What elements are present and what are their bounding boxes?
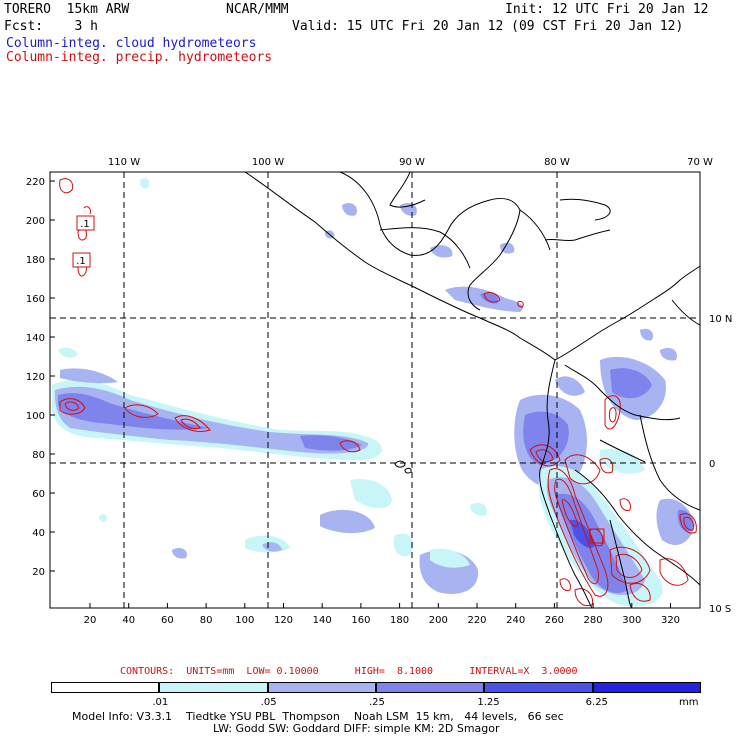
valid-time: Valid: 15 UTC Fri 20 Jan 12 (09 CST Fri … xyxy=(292,19,684,34)
colorbar-segment xyxy=(159,682,268,693)
bottom-tick-label: 40 xyxy=(122,615,135,626)
cloud-field xyxy=(52,178,695,607)
left-tick-label: 140 xyxy=(26,333,45,344)
init-time: Init: 12 UTC Fri 20 Jan 12 xyxy=(505,2,709,17)
left-tick-label: 120 xyxy=(26,372,45,383)
org-label: NCAR/MMM xyxy=(226,2,289,17)
left-tick-label: 80 xyxy=(32,450,45,461)
lat-lon-grid xyxy=(50,172,700,608)
right-lat-label: 10 S xyxy=(709,604,731,615)
bottom-tick-label: 100 xyxy=(235,615,254,626)
left-tick-label: 220 xyxy=(26,177,45,188)
colorbar-segment xyxy=(267,682,376,693)
bottom-tick-label: 80 xyxy=(200,615,213,626)
colorbar-label: .05 xyxy=(260,697,277,708)
colorbar-segment xyxy=(51,682,160,693)
left-tick-label: 160 xyxy=(26,294,45,305)
bottom-tick-label: 240 xyxy=(506,615,525,626)
bottom-tick-label: 320 xyxy=(661,615,680,626)
bottom-tick-label: 160 xyxy=(351,615,370,626)
right-lat-label: 0 xyxy=(709,459,715,470)
left-tick-label: 180 xyxy=(26,255,45,266)
bottom-tick-label: 140 xyxy=(313,615,332,626)
bottom-tick-label: 260 xyxy=(545,615,564,626)
precip-label-box-2: .1 xyxy=(72,252,91,268)
precip-marker-box xyxy=(589,528,605,544)
top-lon-label: 100 W xyxy=(252,157,284,168)
contours-info: CONTOURS: UNITS=mm LOW= 0.10000 HIGH= 8.… xyxy=(120,666,578,677)
top-lon-label: 110 W xyxy=(108,157,140,168)
precip-legend-line: Column-integ. precip. hydrometeors xyxy=(6,50,273,65)
left-tick-label: 100 xyxy=(26,411,45,422)
bottom-tick-label: 220 xyxy=(467,615,486,626)
svg-text:.1: .1 xyxy=(80,219,90,230)
top-lon-label: 90 W xyxy=(399,157,425,168)
model-title: TORERO 15km ARW xyxy=(4,2,130,17)
forecast-hour: Fcst: 3 h xyxy=(4,19,98,34)
colorbar-segment xyxy=(592,682,701,693)
bottom-tick-label: 20 xyxy=(84,615,97,626)
svg-text:.1: .1 xyxy=(76,256,86,267)
map-frame xyxy=(49,171,701,609)
model-info-line2: LW: Godd SW: Goddard DIFF: simple KM: 2D… xyxy=(213,722,500,735)
right-lat-label: 10 N xyxy=(709,314,732,325)
bottom-tick-label: 60 xyxy=(161,615,174,626)
bottom-tick-label: 300 xyxy=(622,615,641,626)
left-tick-label: 20 xyxy=(32,567,45,578)
bottom-tick-label: 280 xyxy=(584,615,603,626)
left-tick-label: 60 xyxy=(32,489,45,500)
precip-label-box-1: .1 xyxy=(76,215,95,231)
colorbar-label: 6.25 xyxy=(585,697,608,708)
top-lon-label: 70 W xyxy=(687,157,713,168)
model-info-line1: Model Info: V3.3.1 Tiedtke YSU PBL Thomp… xyxy=(72,710,564,723)
top-lon-label: 80 W xyxy=(544,157,570,168)
colorbar-label: mm xyxy=(679,697,699,708)
precip-contours xyxy=(59,178,697,607)
colorbar-label: 1.25 xyxy=(477,697,500,708)
coastlines xyxy=(244,172,700,608)
left-tick-label: 40 xyxy=(32,528,45,539)
colorbar-label: .25 xyxy=(369,697,385,708)
colorbar-label: .01 xyxy=(152,697,169,708)
left-tick-label: 200 xyxy=(26,216,45,227)
colorbar-segment xyxy=(484,682,593,693)
colorbar-segment xyxy=(376,682,485,693)
bottom-tick-label: 200 xyxy=(429,615,448,626)
cloud-legend-line: Column-integ. cloud hydrometeors xyxy=(6,36,257,51)
bottom-tick-label: 180 xyxy=(390,615,409,626)
bottom-tick-label: 120 xyxy=(274,615,293,626)
